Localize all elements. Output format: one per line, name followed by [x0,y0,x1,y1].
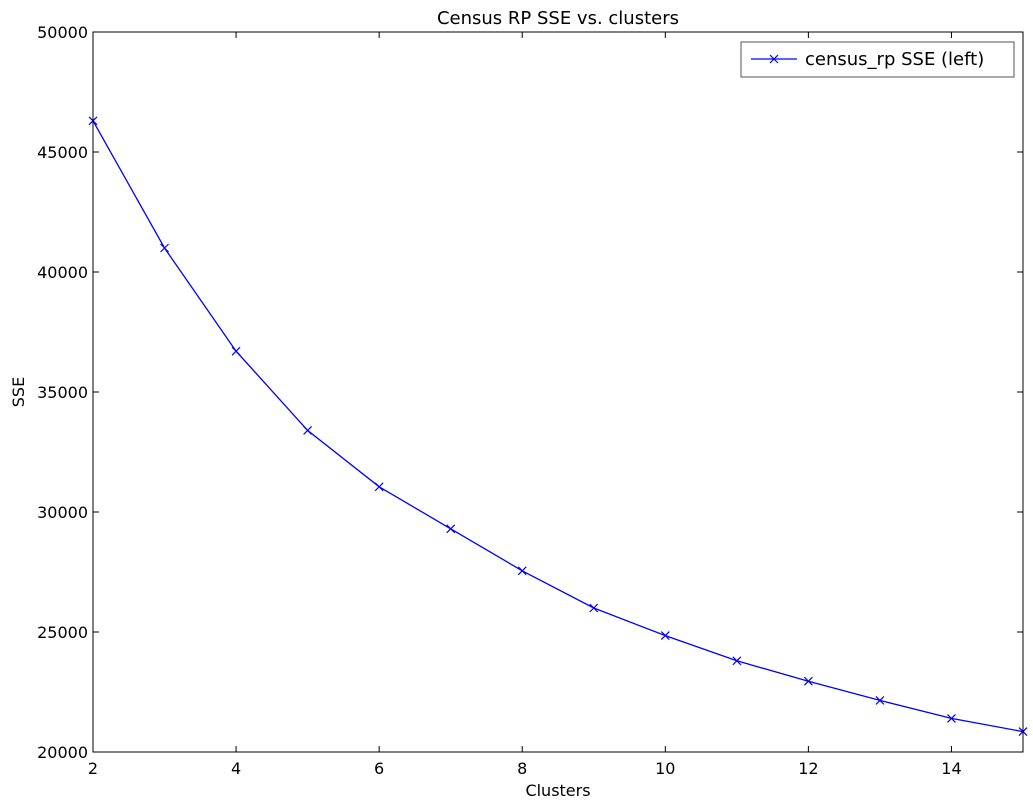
plot-series [88,116,1028,737]
series-line [92,120,1024,733]
x-tick-label: 4 [231,759,241,778]
x-tick-label: 14 [941,759,961,778]
x-tick-label: 8 [517,759,527,778]
y-tick-label: 40000 [37,263,88,282]
data-point-marker [303,425,313,435]
data-point-marker [875,695,885,705]
data-point-marker [732,656,742,666]
x-axis: 2 4 6 8 10 12 14 [88,32,962,778]
data-point-marker [374,482,384,492]
x-tick-label: 10 [655,759,675,778]
y-tick-label: 30000 [37,503,88,522]
y-tick-label: 25000 [37,623,88,642]
data-point-marker [589,603,599,613]
legend-label: census_rp SSE (left) [805,49,984,70]
y-tick-label: 35000 [37,383,88,402]
x-axis-label: Clusters [525,781,590,800]
y-axis: 20000 25000 30000 35000 40000 45000 50000 [37,23,1023,762]
x-tick-label: 2 [88,759,98,778]
x-tick-label: 6 [374,759,384,778]
plot-frame [92,31,1024,753]
legend-marker-icon [769,54,779,64]
y-tick-label: 50000 [37,23,88,42]
legend: census_rp SSE (left) [740,41,1015,78]
data-point-marker [446,524,456,534]
data-point-marker [947,713,956,723]
y-tick-label: 20000 [37,743,88,762]
data-point-marker [231,346,241,356]
data-point-marker [160,243,169,253]
y-tick-label: 45000 [37,143,88,162]
data-point-marker [803,676,813,686]
data-point-marker [517,566,527,576]
y-axis-label: SSE [9,377,28,407]
chart-title: Census RP SSE vs. clusters [437,8,679,29]
x-tick-label: 12 [798,759,818,778]
data-point-marker [660,631,670,641]
